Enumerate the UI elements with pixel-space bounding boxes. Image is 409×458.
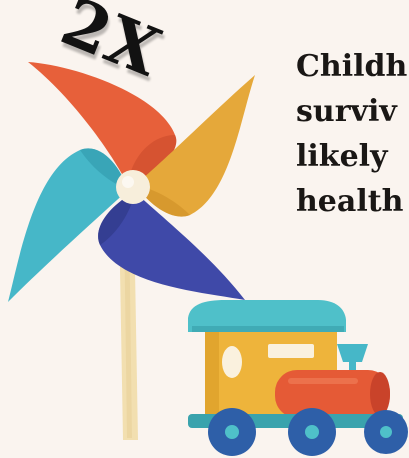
- statement-line: surviv: [296, 94, 397, 129]
- statement-line: Childh: [296, 49, 408, 84]
- train-chimney: [337, 344, 368, 374]
- statement-text: Childh surviv likely health: [296, 44, 409, 224]
- pinwheel-icon: [8, 62, 255, 440]
- statement-line: likely: [296, 139, 388, 174]
- pinwheel-hub: [116, 170, 150, 204]
- statement-line: health: [296, 184, 404, 219]
- pinwheel-blade-orange: [28, 62, 177, 185]
- pinwheel-blade-teal: [8, 148, 128, 302]
- pinwheel-blade-blue: [98, 192, 246, 300]
- toy-train-icon: [188, 300, 408, 456]
- pinwheel-blade-gold: [135, 75, 255, 217]
- train-window: [222, 346, 242, 378]
- train-roof: [188, 300, 346, 332]
